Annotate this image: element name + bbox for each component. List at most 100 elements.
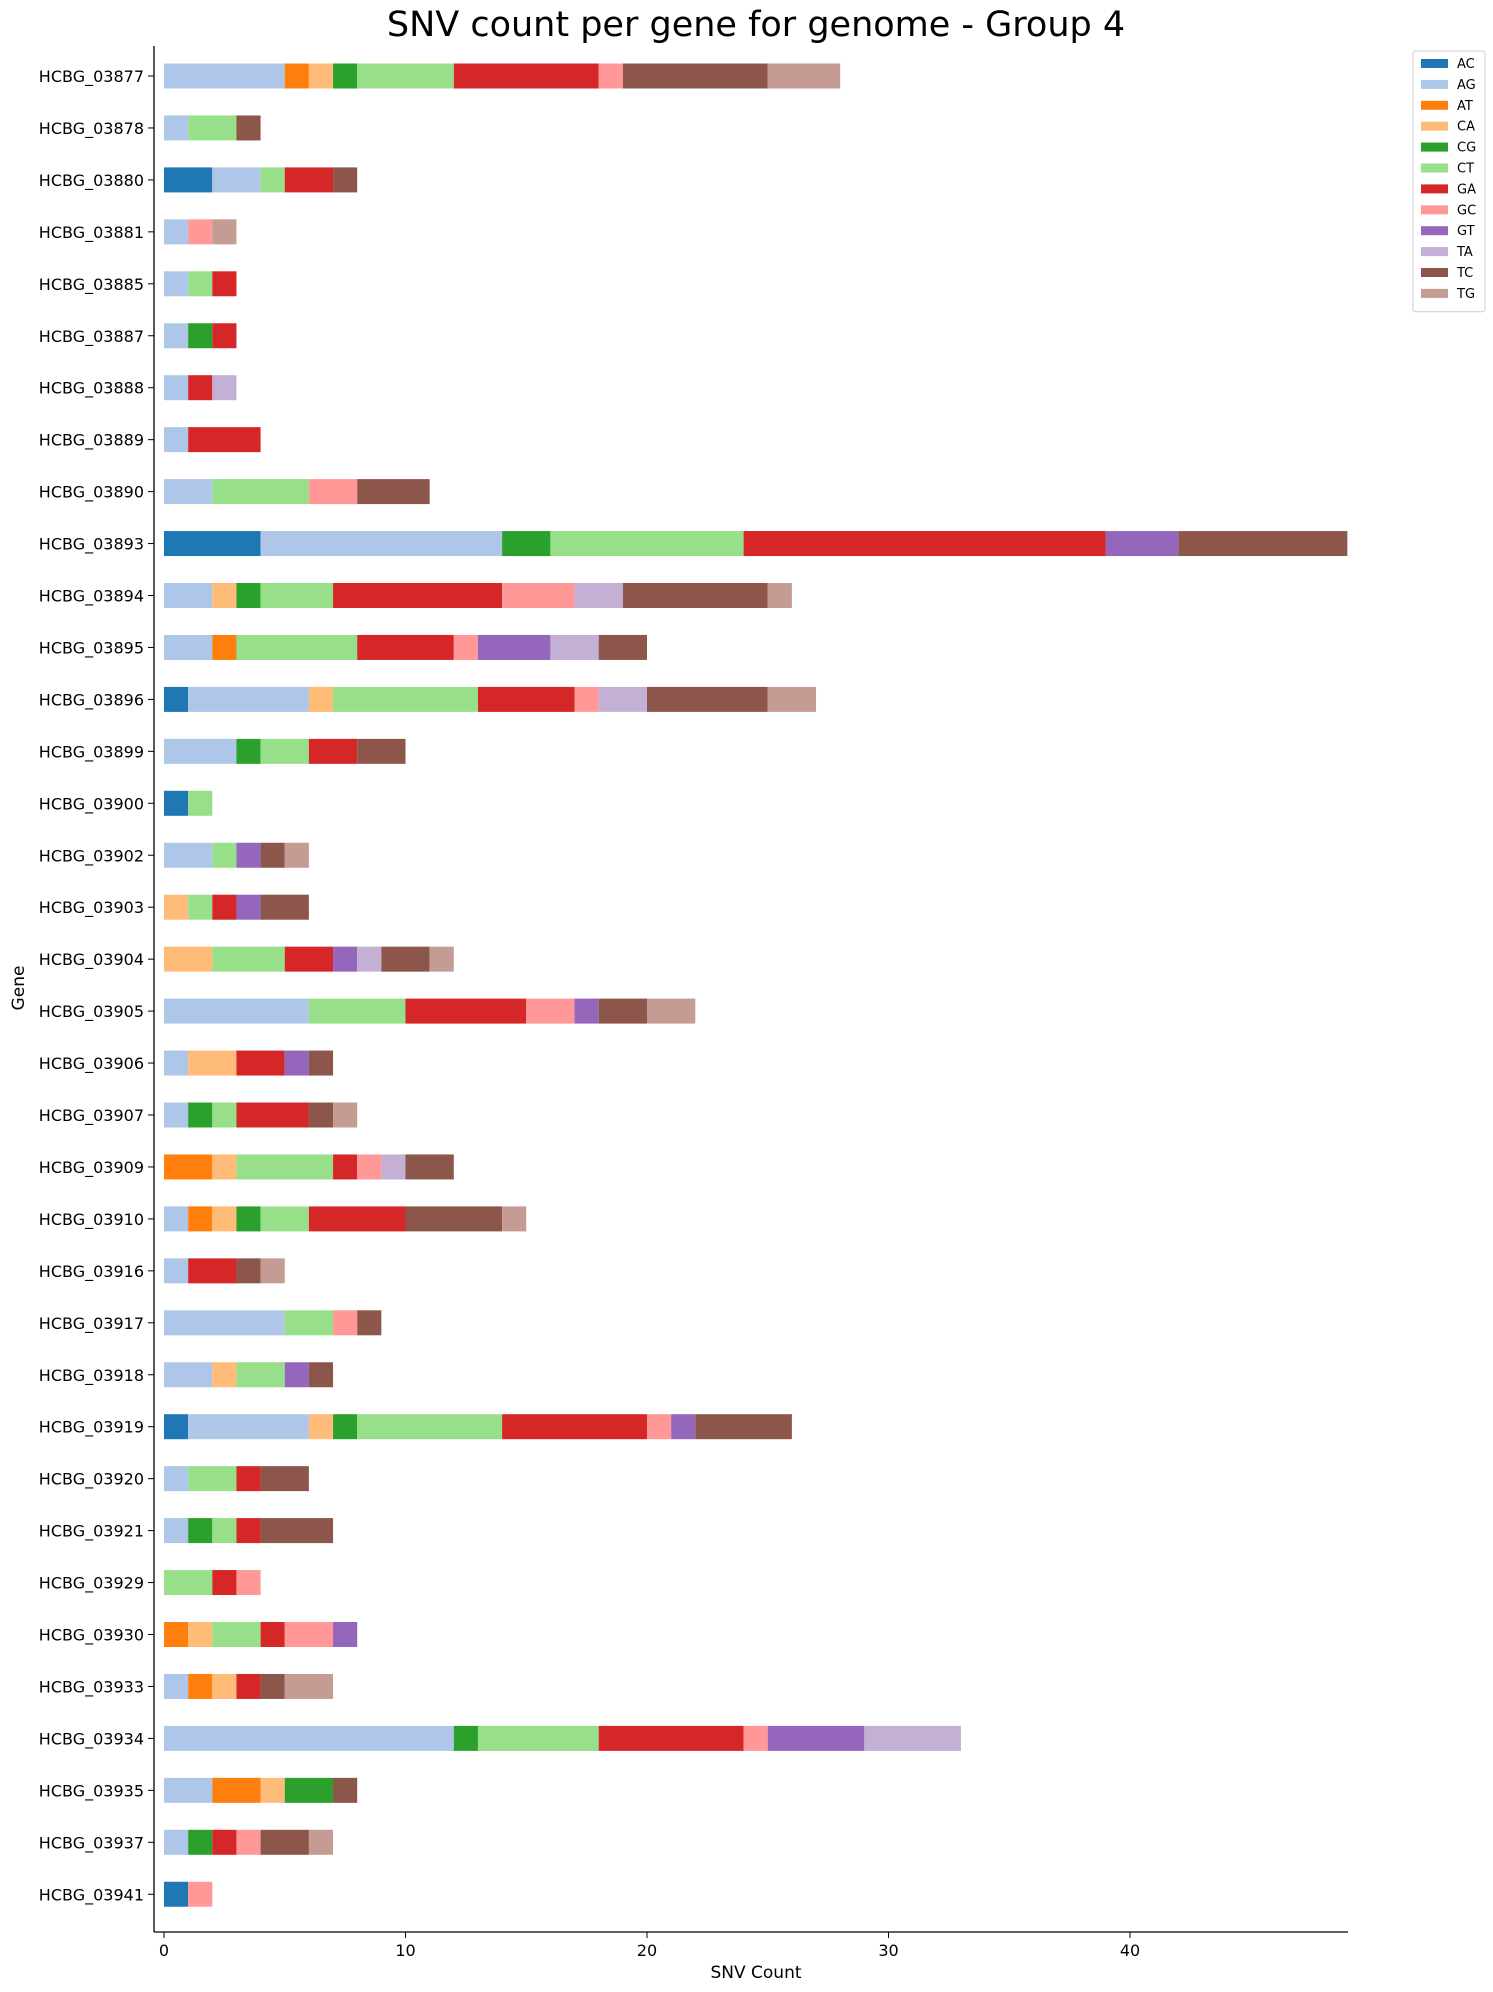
bar-segment-ca bbox=[260, 1777, 285, 1803]
plot-area: HCBG_03877 HCBG_03878 HCBG_03880 HCBG_03881… bbox=[39, 46, 1348, 1960]
bar-segment-tg bbox=[284, 1673, 334, 1699]
bar-segment-ca bbox=[212, 1673, 237, 1699]
legend-label-ct: CT bbox=[1457, 162, 1474, 177]
bar-segment-ga bbox=[405, 998, 527, 1024]
bar-segment-tc bbox=[236, 1258, 261, 1284]
bar-segment-ta bbox=[357, 946, 382, 972]
bar-segment-tc bbox=[308, 1050, 334, 1076]
legend-swatch-ca bbox=[1421, 121, 1448, 131]
legend-label-gt: GT bbox=[1457, 224, 1475, 239]
x-tick-label: 40 bbox=[1120, 1941, 1140, 1960]
bar-segment-ca bbox=[308, 686, 334, 712]
bar-segment-cg bbox=[236, 583, 261, 608]
bar-segment-tc bbox=[622, 63, 768, 89]
bar-segment-ga bbox=[212, 323, 237, 349]
bar-segment-tc bbox=[260, 894, 309, 920]
bar-segment-ga bbox=[236, 1050, 285, 1076]
y-tick-label: HCBG_03903 bbox=[39, 898, 144, 918]
y-tick-label: HCBG_03907 bbox=[39, 1106, 144, 1126]
bar-segment-ct bbox=[212, 1102, 237, 1128]
bar-segment-ca bbox=[308, 1414, 334, 1440]
legend-label-ac: AC bbox=[1457, 57, 1475, 72]
bar-segment-ct bbox=[188, 894, 213, 920]
bar-segment-tc bbox=[260, 1466, 309, 1492]
bar-segment-ct bbox=[188, 115, 237, 141]
bar-segment-cg bbox=[333, 63, 358, 89]
bar-segment-tc bbox=[333, 167, 358, 193]
bar-segment-cg bbox=[188, 1518, 213, 1544]
bar-segment-ca bbox=[188, 1622, 213, 1647]
y-tick-label: HCBG_03935 bbox=[39, 1781, 144, 1801]
bar-segment-ta bbox=[550, 634, 599, 660]
y-tick-label: HCBG_03894 bbox=[39, 587, 144, 607]
bar-segment-ct bbox=[284, 1310, 334, 1336]
bar-segment-ga bbox=[188, 1258, 237, 1284]
bar-segment-ct bbox=[260, 583, 334, 608]
legend-label-ga: GA bbox=[1457, 182, 1476, 197]
bar-segment-ct bbox=[164, 1570, 213, 1596]
legend-label-ta: TA bbox=[1456, 245, 1473, 260]
bar-segment-ag bbox=[164, 1362, 213, 1388]
bar-segment-ag bbox=[164, 1206, 189, 1232]
y-tick-label: HCBG_03902 bbox=[39, 846, 144, 866]
bar-segment-at bbox=[164, 1622, 189, 1647]
y-tick-label: HCBG_03929 bbox=[39, 1574, 144, 1594]
bar-segment-tg bbox=[767, 583, 792, 608]
bar-segment-ag bbox=[164, 583, 213, 608]
legend-frame bbox=[1412, 50, 1486, 313]
bar-segment-ct bbox=[260, 1206, 309, 1232]
bar-segment-ga bbox=[212, 1829, 237, 1855]
bar-segment-ct bbox=[188, 1466, 237, 1492]
bar-segment-gc bbox=[188, 219, 213, 245]
legend-label-cg: CG bbox=[1457, 141, 1476, 156]
bar-segment-ag bbox=[164, 998, 309, 1024]
bar-segment-ag bbox=[164, 1466, 189, 1492]
bar-segment-tc bbox=[622, 583, 768, 608]
bar-segment-tc bbox=[308, 1362, 334, 1388]
bar-segment-tc bbox=[333, 1777, 358, 1803]
y-tick-label: HCBG_03881 bbox=[39, 223, 144, 243]
bar-segment-gc bbox=[526, 998, 575, 1024]
bar-segment-gc bbox=[236, 1570, 261, 1596]
bar-segment-ta bbox=[574, 583, 623, 608]
legend-swatch-ag bbox=[1421, 79, 1448, 89]
bar-segment-gt bbox=[671, 1414, 696, 1440]
y-tick-label: HCBG_03917 bbox=[39, 1314, 144, 1334]
bar-segment-at bbox=[188, 1206, 213, 1232]
bar-segment-ga bbox=[236, 1102, 309, 1128]
bar-segment-cg bbox=[284, 1777, 334, 1803]
y-tick-label: HCBG_03893 bbox=[39, 535, 144, 555]
bar-segment-tc bbox=[357, 479, 430, 505]
bar-segment-ga bbox=[357, 634, 454, 660]
bar-segment-cg bbox=[188, 323, 213, 349]
y-tick-label: HCBG_03890 bbox=[39, 483, 144, 503]
bar-segment-ag bbox=[164, 427, 189, 453]
y-tick-label: HCBG_03933 bbox=[39, 1677, 144, 1697]
bar-segment-gc bbox=[502, 583, 575, 608]
bar-segment-ga bbox=[308, 738, 358, 764]
bar-segment-ag bbox=[164, 842, 213, 868]
bar-segment-tc bbox=[260, 1829, 309, 1855]
y-tick-label: HCBG_03934 bbox=[39, 1729, 144, 1749]
bar-segment-tg bbox=[767, 686, 817, 712]
bar-segment-ag bbox=[260, 531, 503, 557]
bar-segment-ag bbox=[164, 1518, 189, 1544]
bar-segment-ga bbox=[236, 1673, 261, 1699]
bar-segment-gt bbox=[477, 634, 551, 660]
bar-segment-tc bbox=[260, 1673, 285, 1699]
y-tick-label: HCBG_03909 bbox=[39, 1158, 144, 1178]
y-tick-label: HCBG_03920 bbox=[39, 1470, 144, 1490]
legend-swatch-ga bbox=[1421, 184, 1448, 194]
bar-segment-gt bbox=[284, 1362, 309, 1388]
y-tick-label: HCBG_03930 bbox=[39, 1626, 144, 1646]
bar-segment-gt bbox=[333, 1622, 358, 1647]
bar-segment-ag bbox=[164, 1050, 189, 1076]
bar-segment-ct bbox=[477, 1725, 599, 1751]
bar-segment-at bbox=[164, 1154, 213, 1180]
y-tick-label: HCBG_03888 bbox=[39, 379, 144, 399]
bar-segment-at bbox=[188, 1673, 213, 1699]
bar-segment-ga bbox=[333, 583, 503, 608]
bar-segment-gt bbox=[333, 946, 358, 972]
legend-swatch-at bbox=[1421, 100, 1448, 110]
y-tick-label: HCBG_03916 bbox=[39, 1262, 144, 1282]
